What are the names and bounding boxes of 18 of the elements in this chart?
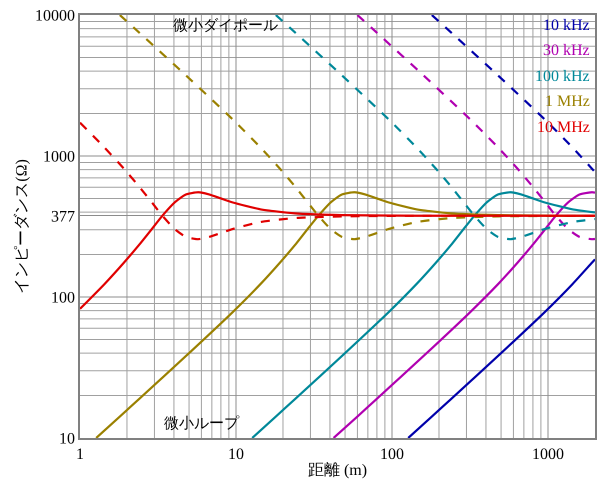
y-tick-label: 10000	[35, 8, 76, 25]
x-tick-label: 10	[228, 446, 244, 463]
y-tick-label: 1000	[43, 148, 76, 166]
y-tick-label: 10	[59, 430, 76, 448]
x-axis-title: 距離 (m)	[308, 461, 368, 480]
y-tick-label: 377	[51, 208, 76, 226]
x-tick-label: 1	[76, 446, 84, 463]
text: 30 kHz	[543, 42, 590, 59]
annotation: 微小ダイポール	[173, 17, 278, 34]
annotation: 微小ループ	[164, 415, 240, 432]
x-tick-label: 100	[380, 446, 404, 463]
text: 100 kHz	[535, 68, 590, 85]
x-tick-label: 1000	[532, 446, 564, 463]
text: 10 MHz	[537, 119, 590, 136]
y-tick-label: 100	[51, 290, 76, 307]
y-axis-title: インピーダンス(Ω)	[13, 159, 30, 294]
text: 1 MHz	[545, 93, 590, 110]
text: 10 kHz	[543, 17, 590, 34]
